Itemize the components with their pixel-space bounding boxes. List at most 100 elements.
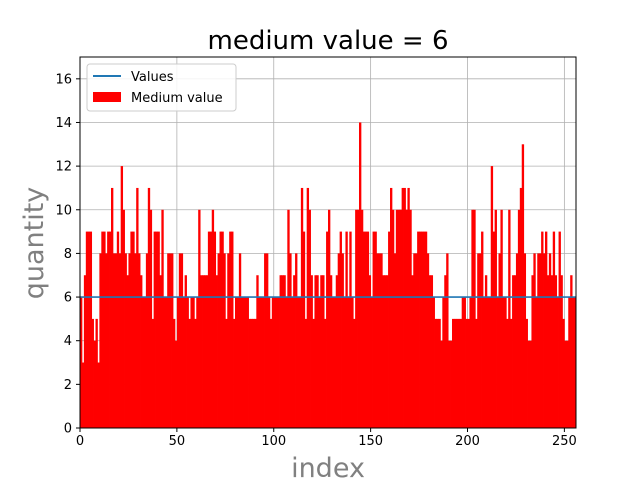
bar xyxy=(446,253,449,428)
bar xyxy=(236,297,240,428)
bar xyxy=(312,318,315,428)
bar xyxy=(163,297,166,428)
y-tick-label: 12 xyxy=(55,160,72,175)
bar xyxy=(552,231,556,428)
bar xyxy=(537,253,540,428)
bar xyxy=(118,253,122,428)
bar xyxy=(101,231,104,428)
bar xyxy=(360,209,364,428)
bar xyxy=(180,253,184,428)
bar xyxy=(415,253,418,428)
bar xyxy=(564,340,567,428)
bar xyxy=(165,297,168,428)
bar xyxy=(386,275,389,428)
bar xyxy=(173,318,176,428)
bar xyxy=(514,275,517,428)
bar xyxy=(116,231,120,428)
bar xyxy=(304,318,308,428)
bar xyxy=(506,318,509,428)
bar xyxy=(200,275,203,428)
bar xyxy=(256,275,259,428)
legend-bar-swatch xyxy=(93,92,121,102)
bar xyxy=(155,231,158,428)
bar xyxy=(442,297,445,428)
bar xyxy=(281,275,284,428)
bar xyxy=(452,318,455,428)
bar xyxy=(80,297,83,428)
bar xyxy=(355,209,358,428)
bar xyxy=(419,231,422,428)
bar xyxy=(380,253,383,428)
bar xyxy=(436,318,439,428)
bar xyxy=(395,209,399,428)
bar xyxy=(372,231,375,428)
bar xyxy=(481,231,484,428)
bar xyxy=(111,187,114,428)
y-tick-label: 8 xyxy=(64,247,72,262)
bar xyxy=(438,318,441,428)
legend-label-medium-value: Medium value xyxy=(131,91,223,106)
bar xyxy=(424,231,428,428)
bar xyxy=(134,253,137,428)
bar xyxy=(291,297,294,428)
bar xyxy=(432,297,435,428)
bar xyxy=(223,253,226,428)
bar xyxy=(310,275,313,428)
bar xyxy=(254,318,257,428)
bar xyxy=(568,297,571,428)
bar xyxy=(318,297,321,428)
bar xyxy=(430,275,434,428)
bar xyxy=(444,275,447,428)
y-axis-label: quantity xyxy=(19,187,50,300)
bar xyxy=(233,318,236,428)
bar xyxy=(345,231,348,428)
bar xyxy=(457,318,461,428)
bar xyxy=(411,275,414,428)
bar xyxy=(469,297,472,428)
bar xyxy=(128,253,131,428)
bar xyxy=(105,253,108,428)
bar xyxy=(545,231,548,428)
bar xyxy=(287,209,290,428)
bar xyxy=(479,253,482,428)
bar xyxy=(297,297,300,428)
bar xyxy=(250,318,253,428)
bar xyxy=(508,209,511,428)
bar xyxy=(484,275,488,428)
bar xyxy=(357,209,360,428)
bar xyxy=(405,209,408,428)
bar xyxy=(417,231,420,428)
legend-label-values: Values xyxy=(131,70,174,85)
bar xyxy=(147,187,151,428)
bar xyxy=(546,275,550,428)
bar xyxy=(572,297,575,428)
bar xyxy=(494,209,497,428)
bar xyxy=(368,275,372,428)
bar xyxy=(550,275,554,428)
bar xyxy=(558,231,561,428)
bar xyxy=(91,318,94,428)
bar xyxy=(300,187,304,428)
bar xyxy=(99,253,102,428)
bar xyxy=(486,297,490,428)
bar xyxy=(328,209,331,428)
y-tick-label: 0 xyxy=(64,422,72,437)
bar xyxy=(473,209,476,428)
bar xyxy=(329,275,333,428)
bar xyxy=(320,275,323,428)
bar xyxy=(205,275,209,428)
bar xyxy=(149,209,153,428)
bar xyxy=(161,209,164,428)
bar xyxy=(359,122,362,429)
bar xyxy=(306,187,310,428)
bar xyxy=(308,209,311,428)
bar xyxy=(440,340,443,428)
bar xyxy=(221,231,224,428)
bar xyxy=(465,318,468,428)
bar xyxy=(266,253,269,428)
bar xyxy=(541,231,544,428)
bar xyxy=(114,253,118,428)
bar xyxy=(83,275,87,428)
bar xyxy=(331,297,335,428)
